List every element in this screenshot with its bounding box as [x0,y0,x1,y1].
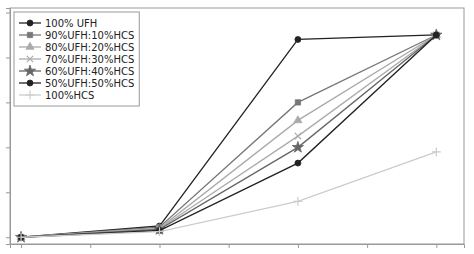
point [292,141,303,152]
series-line [21,35,436,237]
tick-mark [6,147,10,148]
legend-item: 60%UFH:40%HCS [19,65,134,76]
legend-item: 80%UFH:20%HCS [19,42,134,53]
point [294,116,302,123]
tick-mark [159,244,160,248]
axis-line [11,245,465,249]
point [295,36,301,42]
legend-label: 50%UFH:50%HCS [45,78,134,89]
tick-mark [90,244,91,248]
legend-item: 70%UFH:30%HCS [19,54,134,65]
legend-label: 80%UFH:20%HCS [45,42,134,53]
series [18,32,439,240]
tick [367,244,368,248]
point [293,197,302,206]
tick [6,102,10,103]
x-axis [11,244,465,248]
legend: 100% UFH90%UFH:10%HCS80%UFH:20%HCS70%UFH… [14,12,139,106]
point [295,133,301,139]
point [432,147,441,156]
legend-item: 50%UFH:50%HCS [19,78,134,89]
tick [229,244,230,248]
y-axis [6,9,11,245]
plot-root: 100% UFH90%UFH:10%HCS80%UFH:20%HCS70%UFH… [6,8,465,248]
tick-mark [367,244,368,248]
series [18,32,440,241]
legend-item: 90%UFH:10%HCS [19,30,134,41]
legend-marker [27,32,32,37]
tick [90,244,91,248]
tick [6,147,10,148]
tick-mark [21,244,22,248]
point [17,233,26,242]
chart: 100% UFH90%UFH:10%HCS80%UFH:20%HCS70%UFH… [0,0,474,254]
legend-frame [14,12,139,106]
legend-marker [27,80,33,86]
legend-marker [26,42,34,49]
point [434,32,439,37]
tick [21,244,22,248]
legend-label: 100%HCS [45,90,94,101]
series [17,147,441,241]
point [433,32,439,38]
legend-label: 100% UFH [45,18,97,29]
tick [436,244,437,248]
plot-area [15,29,442,242]
plot-frame [10,8,464,244]
tick [6,192,10,193]
point [433,32,439,38]
series [17,30,440,239]
tick-mark [6,102,10,103]
tick [6,57,10,58]
legend-item: 100%HCS [19,90,94,101]
legend-marker [24,65,35,76]
series-line [21,35,436,237]
tick-mark [6,12,10,13]
series-line [21,152,436,237]
series-line [21,35,436,237]
point [15,231,26,242]
point [295,100,300,105]
series [18,32,439,240]
tick-mark [6,57,10,58]
legend-marker [27,56,33,62]
series-line [21,35,436,237]
legend-label: 90%UFH:10%HCS [45,30,134,41]
tick [298,244,299,248]
series [15,29,442,242]
point [433,32,439,38]
tick-mark [229,244,230,248]
series-line [21,35,436,237]
legend-label: 70%UFH:30%HCS [45,54,134,65]
point [155,227,164,236]
tick [159,244,160,248]
legend-marker [27,20,33,26]
tick [6,237,10,238]
series [18,32,439,240]
tick-mark [298,244,299,248]
tick-mark [436,244,437,248]
legend-marker [26,91,35,100]
series-line [21,35,436,237]
tick [6,12,10,13]
legend-label: 60%UFH:40%HCS [45,66,134,77]
axis-line [6,9,11,245]
tick-mark [6,237,10,238]
point [295,160,301,166]
legend-item: 100% UFH [19,18,97,29]
tick-mark [6,192,10,193]
